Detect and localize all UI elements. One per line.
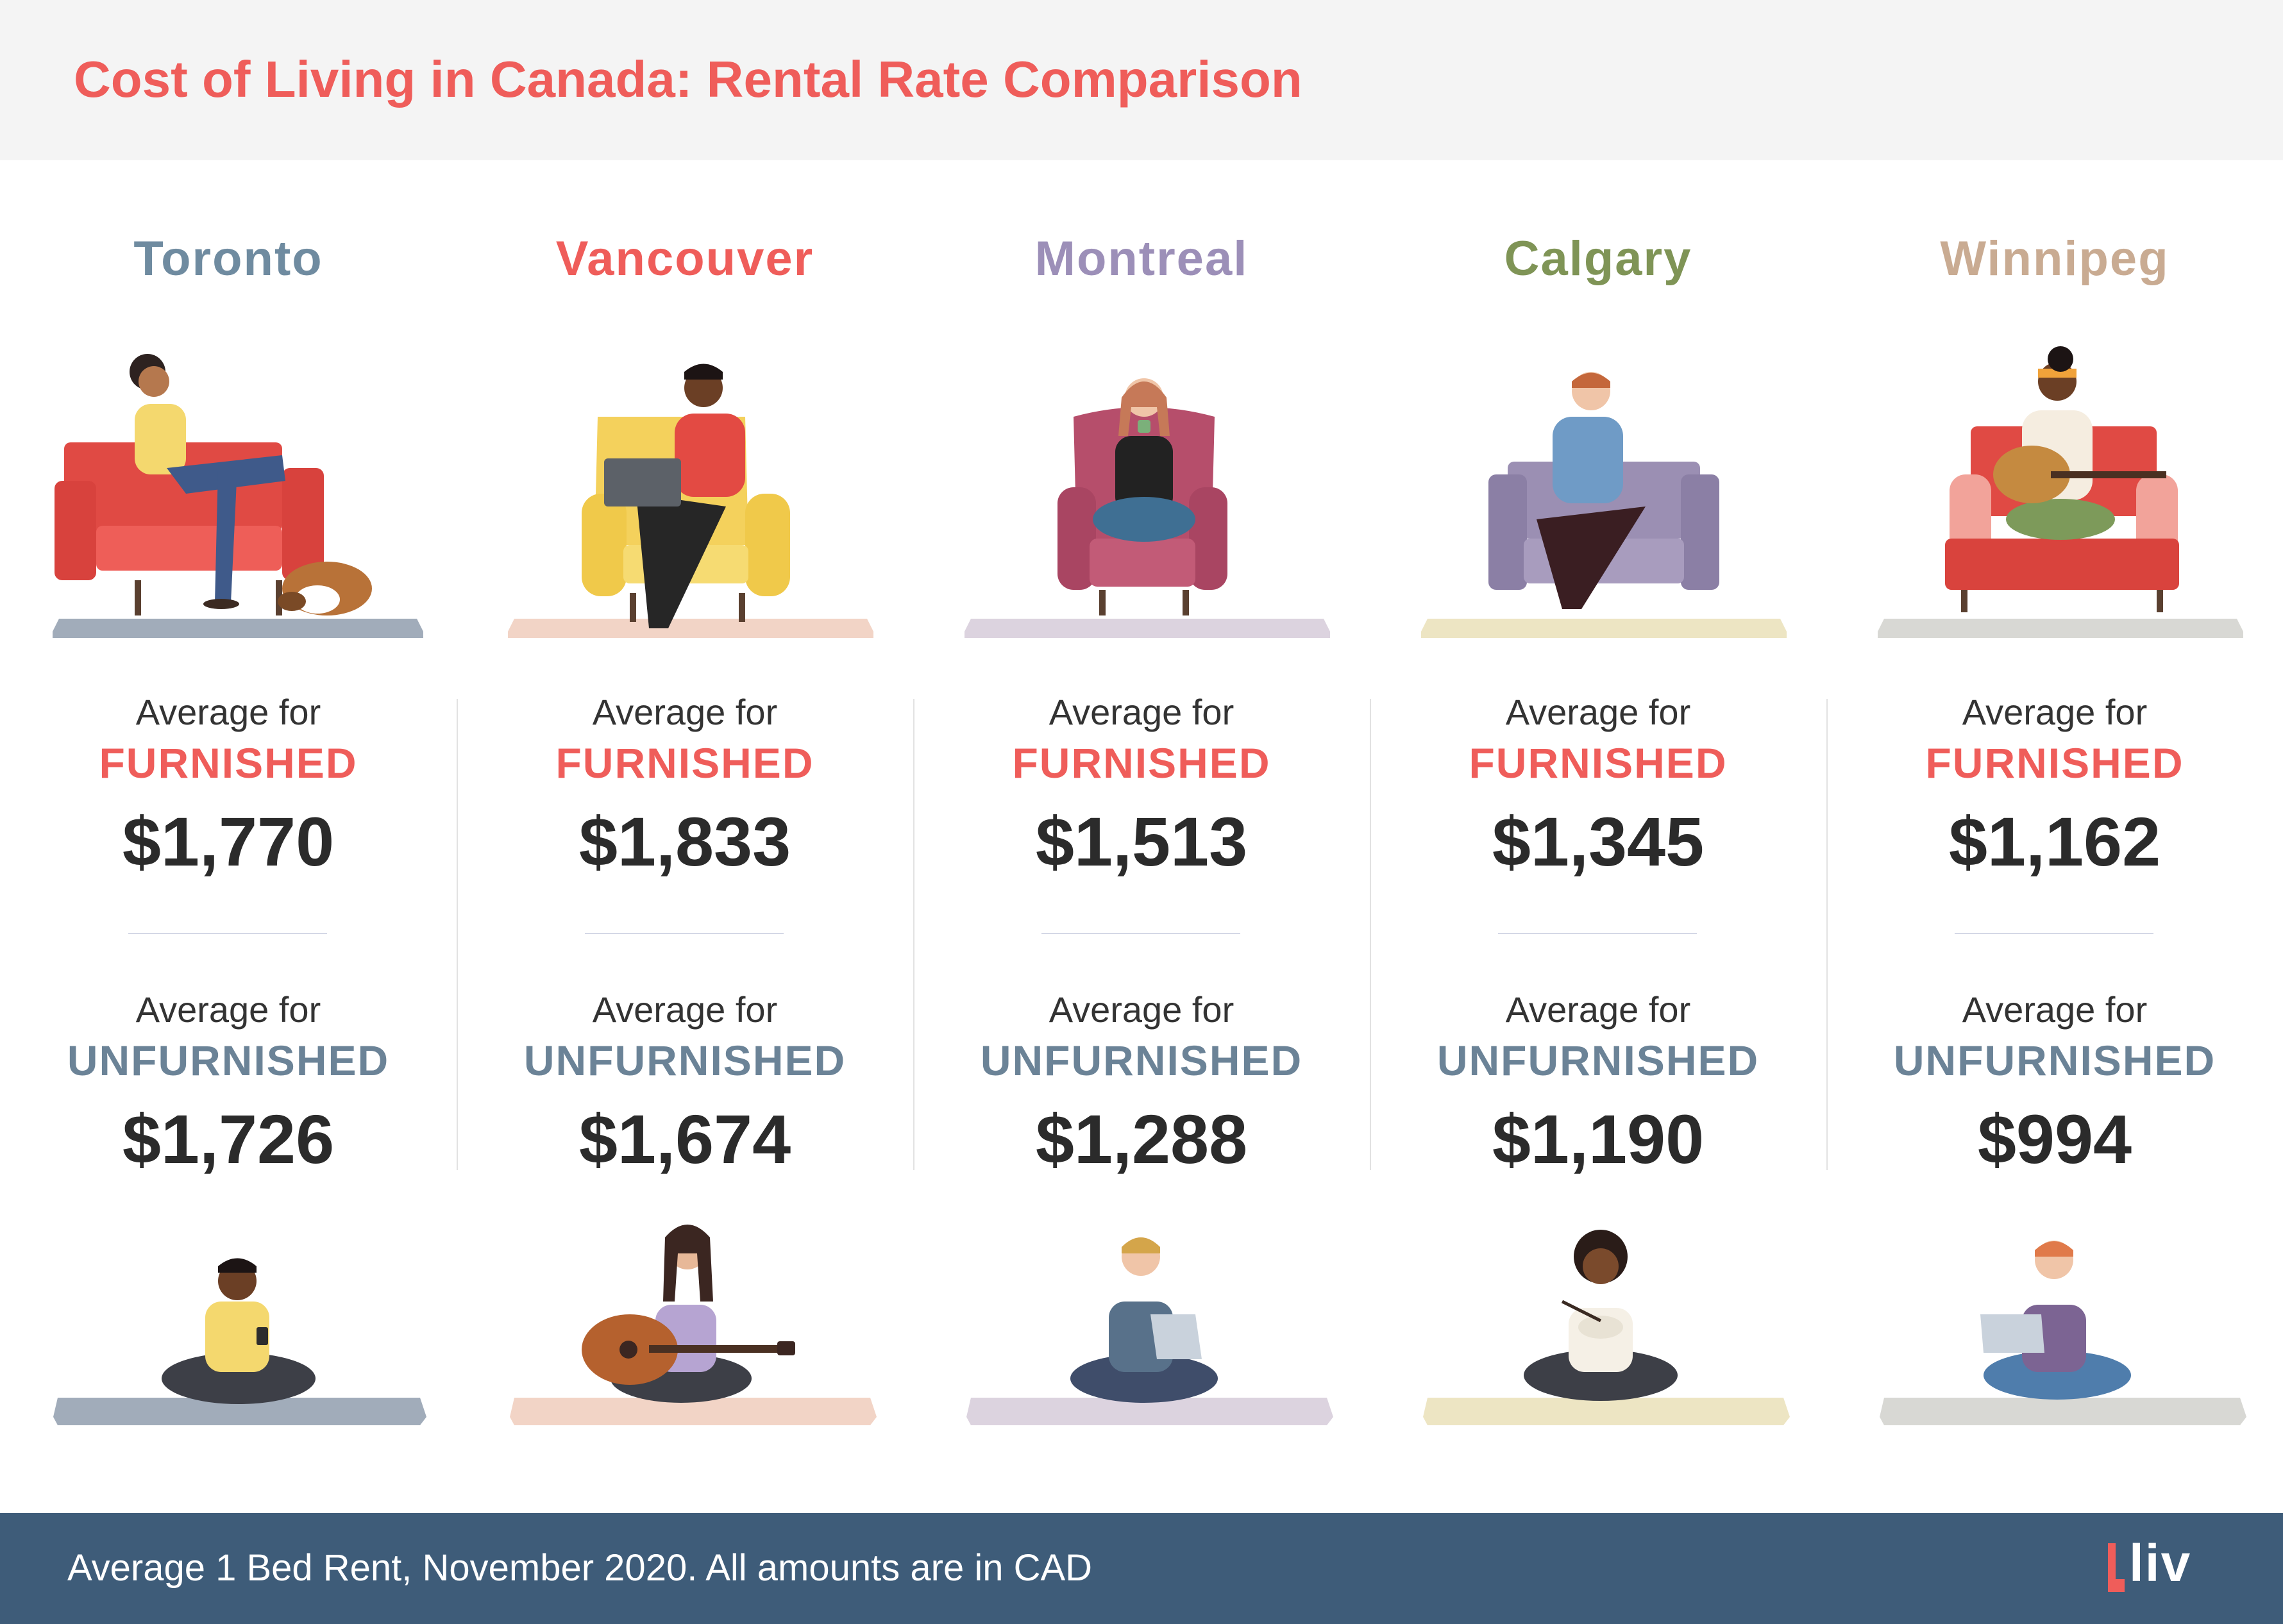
average-for-label: Average for [1962,692,2148,732]
unfurnished-label: UNFURNISHED [980,1037,1303,1084]
vancouver-illustrations [508,364,877,1425]
winnipeg-illustrations [1878,346,2246,1425]
unfurnished-price: $1,190 [1492,1100,1705,1178]
divider [1955,933,2153,934]
header-bar: Cost of Living in Canada: Rental Rate Co… [0,0,2283,160]
average-for-label: Average for [1505,989,1691,1030]
sofa-illustration [1878,346,2243,638]
column-divider [913,699,914,1170]
divider [1498,933,1697,934]
city-name: Calgary [1504,231,1692,286]
footer-bar: Average 1 Bed Rent, November 2020. All a… [0,1513,2283,1624]
divider [585,933,784,934]
unfurnished-price: $1,674 [578,1100,791,1178]
column-divider [1826,699,1828,1170]
city-column-calgary: Calgary Average for FURNISHED $1,345 Ave… [1370,160,1826,1513]
armchair-illustration [1421,372,1787,638]
average-for-label: Average for [1962,989,2148,1030]
furnished-label: FURNISHED [1925,739,2184,787]
furnished-label: FURNISHED [1012,739,1271,787]
furnished-label: FURNISHED [555,739,814,787]
city-name: Winnipeg [1940,231,2169,286]
average-for-label: Average for [135,692,321,732]
average-for-label: Average for [135,989,321,1030]
city-name: Toronto [133,231,323,286]
calgary-illustrations [1421,372,1790,1425]
floor-cushion-illustration [966,1237,1333,1425]
unfurnished-label: UNFURNISHED [1436,1037,1760,1084]
floor-cushion-illustration [1423,1230,1790,1425]
divider [128,933,327,934]
column-divider [1370,699,1371,1170]
furnished-price: $1,162 [1948,803,2161,880]
average-for-label: Average for [1505,692,1691,732]
column-divider [457,699,458,1170]
average-for-label: Average for [592,692,778,732]
average-for-label: Average for [1049,692,1234,732]
unfurnished-label: UNFURNISHED [523,1037,847,1084]
toronto-illustrations [53,354,426,1425]
page-title: Cost of Living in Canada: Rental Rate Co… [74,51,1302,108]
floor-cushion-illustration [1880,1241,2246,1425]
unfurnished-price: $994 [1977,1100,2132,1178]
logo-text: liv [2129,1534,2192,1593]
furnished-price: $1,770 [122,803,335,880]
armchair-illustration [508,364,873,638]
city-column-toronto: Toronto Average for FURNISHED $1,770 Ave… [0,160,457,1513]
furnished-label: FURNISHED [1469,739,1728,787]
furnished-price: $1,345 [1492,803,1705,880]
divider [1041,933,1240,934]
city-name: Vancouver [555,231,814,286]
liv-logo-icon [2108,1543,2125,1592]
unfurnished-label: UNFURNISHED [1893,1037,2216,1084]
furnished-label: FURNISHED [99,739,358,787]
furnished-price: $1,833 [578,803,791,880]
city-column-montreal: Montreal Average for FURNISHED $1,513 Av… [913,160,1370,1513]
unfurnished-label: UNFURNISHED [67,1037,390,1084]
montreal-illustrations [965,378,1333,1425]
floor-cushion-illustration [510,1225,877,1425]
unfurnished-price: $1,726 [122,1100,335,1178]
floor-cushion-illustration [53,1258,426,1425]
furnished-price: $1,513 [1035,803,1248,880]
average-for-label: Average for [592,989,778,1030]
footer-note: Average 1 Bed Rent, November 2020. All a… [67,1547,1093,1589]
armchair-illustration [965,378,1330,638]
armchair-illustration [53,354,423,638]
city-column-winnipeg: Winnipeg Average for FURNISHED $1,162 Av… [1826,160,2283,1513]
city-column-vancouver: Vancouver Average for FURNISHED $1,833 A… [457,160,913,1513]
unfurnished-price: $1,288 [1035,1100,1248,1178]
average-for-label: Average for [1049,989,1234,1030]
city-name: Montreal [1034,231,1249,286]
